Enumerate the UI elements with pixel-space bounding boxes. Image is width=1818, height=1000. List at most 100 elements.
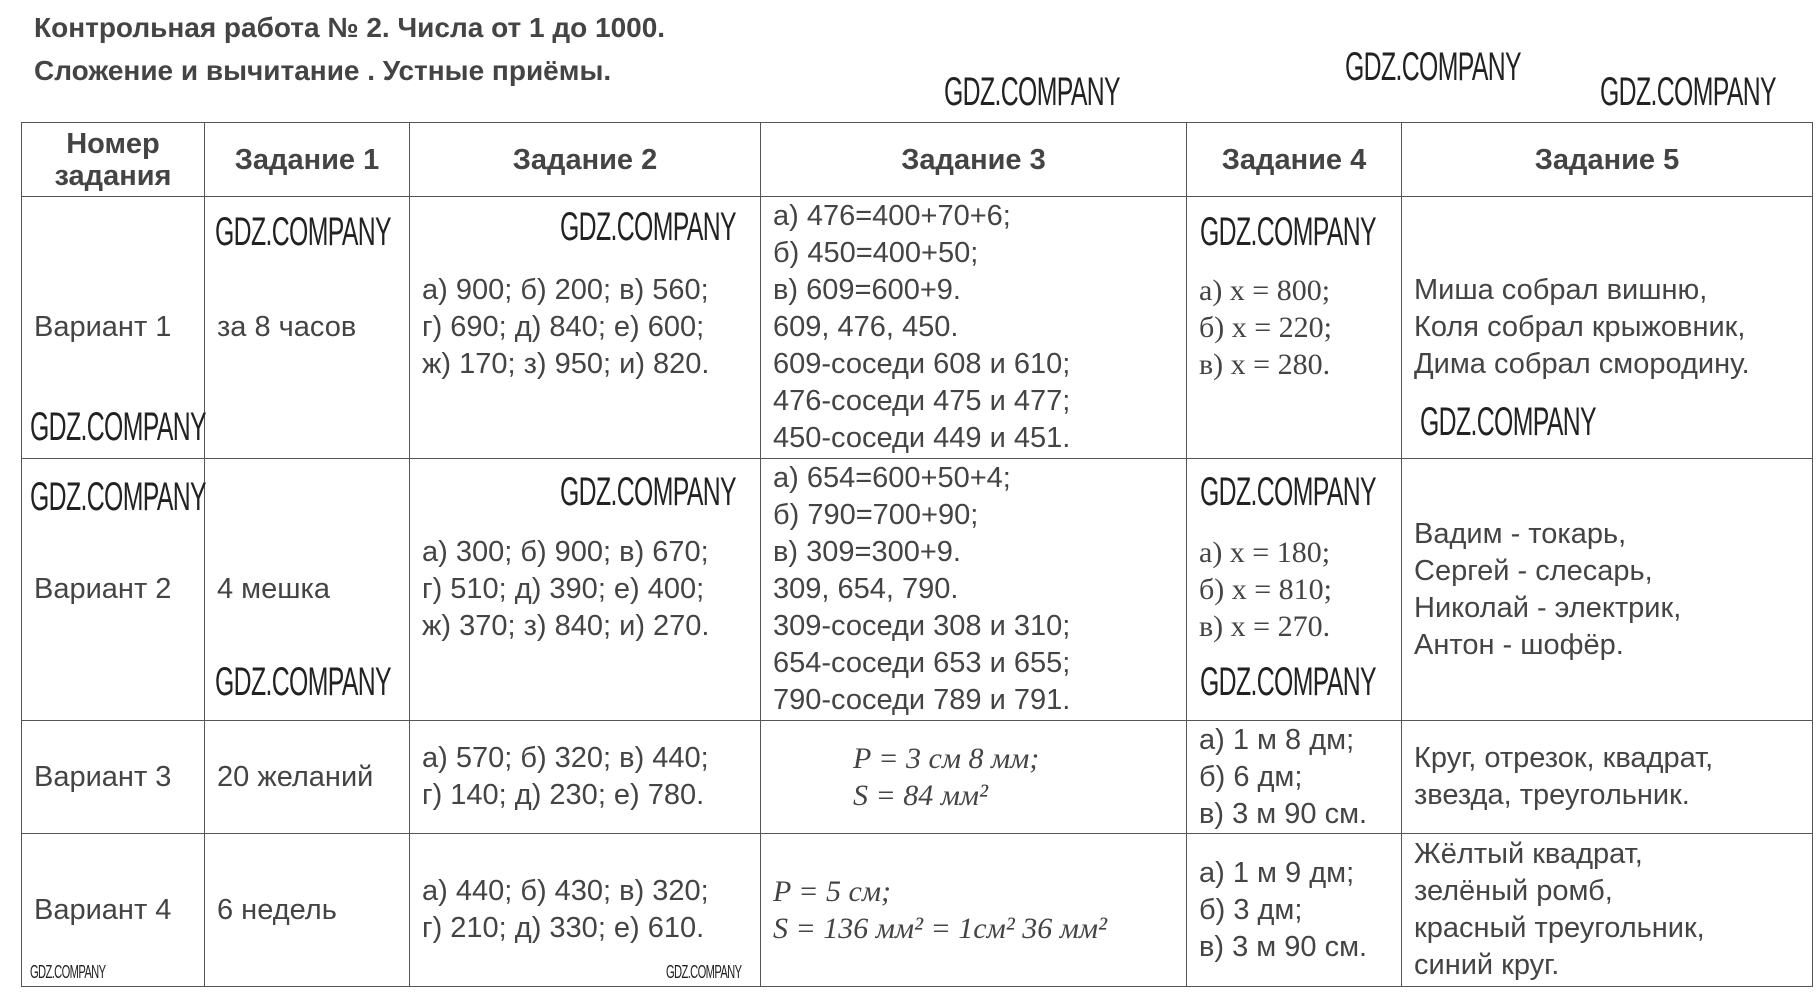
cell-line: красный треугольник, (1414, 912, 1705, 944)
watermark: GDZ.COMPANY (1200, 470, 1377, 514)
cell-line: Николай - электрик, (1414, 591, 1682, 624)
cell-line: Коля собрал крыжовник, (1414, 311, 1746, 343)
cell-task3: а) 476=400+70+6; б) 450=400+50; в) 609=600… (760, 196, 1187, 459)
cell-line: в) x = 270. (1199, 610, 1331, 643)
cell-line: синий круг. (1414, 949, 1560, 981)
cell-task3: P = 3 см 8 мм; S = 84 мм² (760, 720, 1187, 834)
cell-variant: Вариант 4 (21, 833, 205, 987)
cell-line: а) 900; б) 200; в) 560; (422, 274, 709, 306)
cell-line: а) 654=600+50+4; (773, 462, 1011, 494)
header-cell: Задание 2 (409, 122, 761, 197)
cell-task4: а) x = 800; б) x = 220; в) x = 280. (1186, 196, 1402, 459)
watermark: GDZ.COMPANY (215, 660, 392, 704)
cell-line: 309-соседи 308 и 310; (773, 610, 1071, 642)
watermark: GDZ.COMPANY (1200, 660, 1377, 704)
cell-task2: а) 570; б) 320; в) 440; г) 140; д) 230; е… (409, 720, 761, 834)
cell-task4: а) 1 м 9 дм; б) 3 дм; в) 3 м 90 см. (1186, 833, 1402, 987)
cell-variant: Вариант 1 (21, 196, 205, 459)
watermark: GDZ.COMPANY (666, 962, 742, 982)
header-cell: Задание 4 (1186, 122, 1402, 197)
cell-line: а) 440; б) 430; в) 320; (422, 875, 709, 907)
cell-line: ж) 370; з) 840; и) 270. (422, 610, 710, 642)
watermark: GDZ.COMPANY (30, 405, 207, 449)
cell-task5: Вадим - токарь, Сергей - слесарь, Николай … (1401, 458, 1813, 721)
cell-line: Дима собрал смородину. (1414, 348, 1750, 380)
cell-line: а) 300; б) 900; в) 670; (422, 536, 709, 568)
cell-line: а) x = 800; (1199, 274, 1331, 307)
cell-line: б) 6 дм; (1199, 760, 1303, 793)
header-row: Номер задания Задание 1 Задание 2 Задани… (21, 122, 1813, 197)
cell-line: 609-соседи 608 и 610; (773, 348, 1071, 380)
cell-line: а) x = 180; (1199, 536, 1331, 569)
cell-line: 450-соседи 449 и 451. (773, 422, 1071, 454)
table-row: Вариант 1 за 8 часов а) 900; б) 200; в) 56… (21, 196, 1813, 459)
watermark: GDZ.COMPANY (1600, 70, 1777, 114)
cell-task5: Круг, отрезок, квадрат, звезда, треугольн… (1401, 720, 1813, 834)
watermark: GDZ.COMPANY (560, 470, 737, 514)
cell-line: в) 3 м 90 см. (1199, 797, 1368, 830)
cell-line: Миша собрал вишню, (1414, 274, 1708, 306)
answers-table: Номер задания Задание 1 Задание 2 Задани… (21, 122, 1813, 987)
cell-task1: 6 недель (204, 833, 410, 987)
cell-task4: а) x = 180; б) x = 810; в) x = 270. (1186, 458, 1402, 721)
cell-line: Жёлтый квадрат, (1414, 838, 1643, 870)
cell-line: Вадим - токарь, (1414, 517, 1627, 550)
cell-variant: Вариант 3 (21, 720, 205, 834)
cell-line: 609, 476, 450. (773, 311, 959, 343)
cell-line: Сергей - слесарь, (1414, 554, 1653, 587)
cell-line: 654-соседи 653 и 655; (773, 647, 1071, 679)
cell-line: звезда, треугольник. (1414, 779, 1690, 811)
cell-line: б) x = 810; (1199, 573, 1333, 606)
cell-line: P = 3 см 8 мм; (853, 742, 1040, 775)
cell-line: г) 690; д) 840; е) 600; (422, 311, 705, 343)
cell-task2: а) 440; б) 430; в) 320; г) 210; д) 330; е… (409, 833, 761, 987)
cell-line: а) 1 м 8 дм; (1199, 723, 1355, 756)
cell-line: 476-соседи 475 и 477; (773, 385, 1071, 417)
cell-task1: 20 желаний (204, 720, 410, 834)
cell-line: г) 210; д) 330; е) 610. (422, 912, 705, 944)
cell-variant: Вариант 2 (21, 458, 205, 721)
watermark: GDZ.COMPANY (1420, 400, 1597, 444)
cell-task1: 4 мешка (204, 458, 410, 721)
cell-line: в) 609=600+9. (773, 274, 961, 306)
cell-task5: Жёлтый квадрат, зелёный ромб, красный треу… (1401, 833, 1813, 987)
cell-task2: а) 300; б) 900; в) 670; г) 510; д) 390; е… (409, 458, 761, 721)
cell-task1: за 8 часов (204, 196, 410, 459)
cell-line: б) 790=700+90; (773, 499, 979, 531)
cell-line: в) 309=300+9. (773, 536, 961, 568)
cell-task3: P = 5 см; S = 136 мм² = 1см² 36 мм² (760, 833, 1187, 987)
title-line-2: Сложение и вычитание . Устные приёмы. (34, 55, 612, 86)
watermark: GDZ.COMPANY (30, 962, 106, 982)
cell-task3: а) 654=600+50+4; б) 790=700+90; в) 309=300… (760, 458, 1187, 721)
cell-line: ж) 170; з) 950; и) 820. (422, 348, 710, 380)
cell-task2: а) 900; б) 200; в) 560; г) 690; д) 840; е… (409, 196, 761, 459)
cell-line: Круг, отрезок, квадрат, (1414, 742, 1714, 774)
cell-line: г) 140; д) 230; е) 780. (422, 779, 705, 811)
cell-line: а) 1 м 9 дм; (1199, 856, 1355, 889)
watermark: GDZ.COMPANY (1345, 45, 1522, 89)
watermark: GDZ.COMPANY (944, 70, 1121, 114)
cell-task5: Миша собрал вишню, Коля собрал крыжовник,… (1401, 196, 1813, 459)
cell-line: 309, 654, 790. (773, 573, 959, 605)
cell-task4: а) 1 м 8 дм; б) 6 дм; в) 3 м 90 см. (1186, 720, 1402, 834)
header-cell: Задание 3 (760, 122, 1187, 197)
watermark: GDZ.COMPANY (30, 475, 207, 519)
cell-line: б) x = 220; (1199, 311, 1333, 344)
cell-line: S = 136 мм² = 1см² 36 мм² (773, 912, 1108, 945)
table-row: Вариант 3 20 желаний а) 570; б) 320; в) 44… (21, 720, 1813, 834)
watermark: GDZ.COMPANY (215, 210, 392, 254)
cell-line: 790-соседи 789 и 791. (773, 684, 1071, 716)
watermark: GDZ.COMPANY (1200, 210, 1377, 254)
header-cell: Номер задания (21, 122, 205, 197)
header-cell: Задание 1 (204, 122, 410, 197)
cell-line: в) x = 280. (1199, 348, 1331, 381)
cell-line: а) 476=400+70+6; (773, 200, 1011, 232)
cell-line: г) 510; д) 390; е) 400; (422, 573, 705, 605)
cell-line: S = 84 мм² (853, 779, 989, 812)
cell-line: в) 3 м 90 см. (1199, 930, 1368, 963)
cell-line: б) 450=400+50; (773, 237, 979, 269)
cell-line: Антон - шофёр. (1414, 628, 1624, 661)
title-line-1: Контрольная работа № 2. Числа от 1 до 10… (34, 12, 666, 43)
